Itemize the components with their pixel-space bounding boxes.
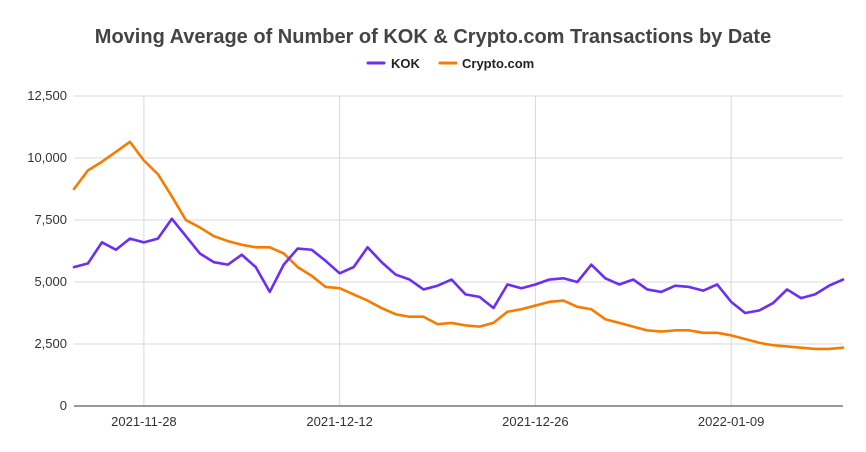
series-lines xyxy=(72,140,845,351)
legend-item-kok[interactable]: KOK xyxy=(366,56,421,71)
y-tick-label: 5,000 xyxy=(34,274,67,289)
series-line-kok[interactable] xyxy=(72,217,845,315)
y-gridlines xyxy=(74,95,843,345)
x-tick-label: 2021-12-12 xyxy=(306,414,373,429)
legend: KOK Crypto.com xyxy=(366,56,534,71)
y-tick-label: 2,500 xyxy=(34,336,67,351)
legend-label-crypto-com: Crypto.com xyxy=(462,56,534,71)
series-line-crypto-com[interactable] xyxy=(72,140,845,351)
x-tick-label: 2022-01-09 xyxy=(698,414,765,429)
y-tick-label: 7,500 xyxy=(34,212,67,227)
y-tick-label: 0 xyxy=(60,398,67,413)
y-tick-label: 12,500 xyxy=(27,88,67,103)
y-axis-tick-labels: 0 2,500 5,000 7,500 10,000 12,500 xyxy=(27,88,67,413)
chart-title: Moving Average of Number of KOK & Crypto… xyxy=(95,26,771,48)
legend-label-kok: KOK xyxy=(391,56,421,71)
x-gridlines xyxy=(143,96,732,406)
x-tick-label: 2021-12-26 xyxy=(502,414,569,429)
y-tick-label: 10,000 xyxy=(27,150,67,165)
x-tick-label: 2021-11-28 xyxy=(111,414,177,429)
x-axis-tick-labels: 2021-11-28 2021-12-12 2021-12-26 2022-01-09 xyxy=(111,414,764,429)
legend-item-crypto-com[interactable]: Crypto.com xyxy=(438,56,534,71)
